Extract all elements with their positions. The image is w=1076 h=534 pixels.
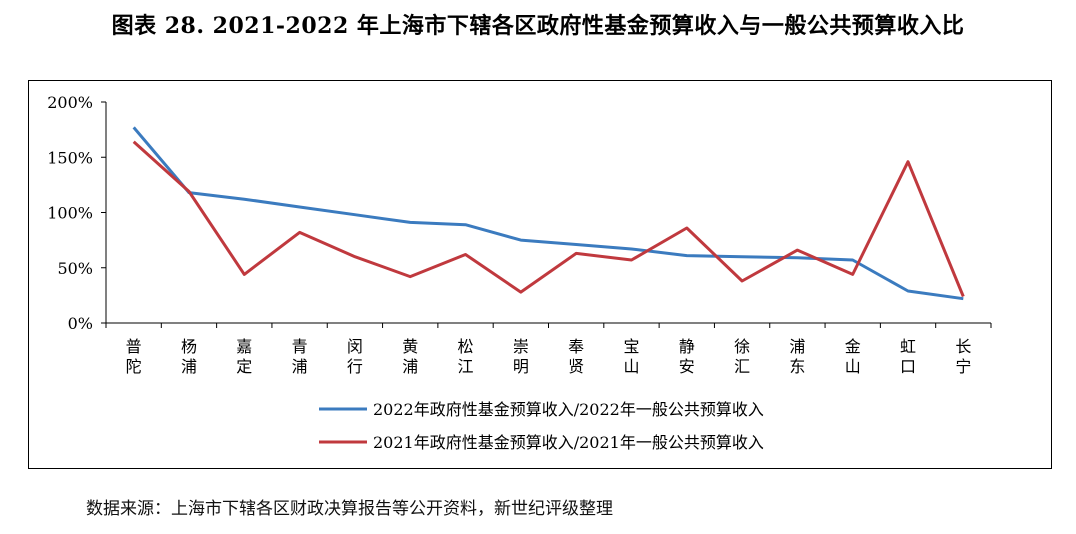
y-tick-label: 100% [47, 204, 93, 223]
x-tick-label: 贤 [568, 357, 584, 376]
x-tick-label: 普 [126, 337, 142, 356]
x-tick-label: 长 [955, 337, 971, 356]
x-tick-label: 江 [458, 357, 474, 376]
x-tick-label: 黄 [402, 337, 418, 356]
x-tick-label: 安 [679, 357, 695, 376]
x-tick-label: 定 [236, 357, 252, 376]
x-tick-label: 静 [679, 337, 695, 356]
x-tick-label: 松 [458, 337, 474, 356]
x-tick-label: 口 [900, 357, 916, 376]
x-tick-label: 山 [623, 357, 639, 376]
x-tick-label: 东 [789, 357, 805, 376]
x-tick-label: 汇 [734, 357, 750, 376]
x-tick-label: 浦 [789, 337, 805, 356]
x-tick-label: 闵 [347, 337, 363, 356]
x-tick-label: 虹 [900, 337, 916, 356]
x-tick-label: 浦 [181, 357, 197, 376]
x-tick-label: 嘉 [236, 337, 252, 356]
series-line-2 [132, 140, 965, 298]
x-tick-label: 浦 [292, 357, 308, 376]
x-tick-label: 奉 [568, 337, 584, 356]
x-tick-label: 山 [845, 357, 861, 376]
y-tick-label: 200% [47, 93, 93, 112]
y-tick-label: 150% [47, 148, 93, 167]
line-chart: 0%50%100%150%200%普陀杨浦嘉定青浦闵行黄浦松江崇明奉贤宝山静安徐… [47, 93, 992, 452]
x-tick-label: 陀 [126, 357, 142, 376]
x-tick-label: 金 [845, 337, 861, 356]
x-tick-label: 杨 [181, 337, 197, 356]
x-tick-label: 浦 [402, 357, 418, 376]
legend-label-2: 2021年政府性基金预算收入/2021年一般公共预算收入 [373, 433, 764, 452]
x-tick-label: 行 [347, 357, 363, 376]
legend-label-1: 2022年政府性基金预算收入/2022年一般公共预算收入 [373, 400, 764, 419]
x-tick-label: 青 [292, 337, 308, 356]
x-tick-label: 崇 [513, 337, 529, 356]
chart-title: 图表 28. 2021-2022 年上海市下辖各区政府性基金预算收入与一般公共预… [111, 13, 965, 39]
series-line-1 [132, 126, 964, 301]
data-source-note: 数据来源：上海市下辖各区财政决算报告等公开资料，新世纪评级整理 [86, 499, 613, 519]
x-tick-label: 徐 [734, 337, 750, 356]
chart-frame: 0% 50% 100% 150% 200% 普陀杨浦嘉定青浦闵行黄浦松江崇明奉贤宝山静安徐… [28, 80, 1052, 469]
y-tick-label: 0% [68, 314, 93, 333]
x-tick-label: 宝 [623, 337, 639, 356]
x-tick-label: 宁 [955, 357, 971, 376]
x-tick-label: 明 [513, 357, 529, 376]
y-tick-label: 50% [57, 259, 93, 278]
